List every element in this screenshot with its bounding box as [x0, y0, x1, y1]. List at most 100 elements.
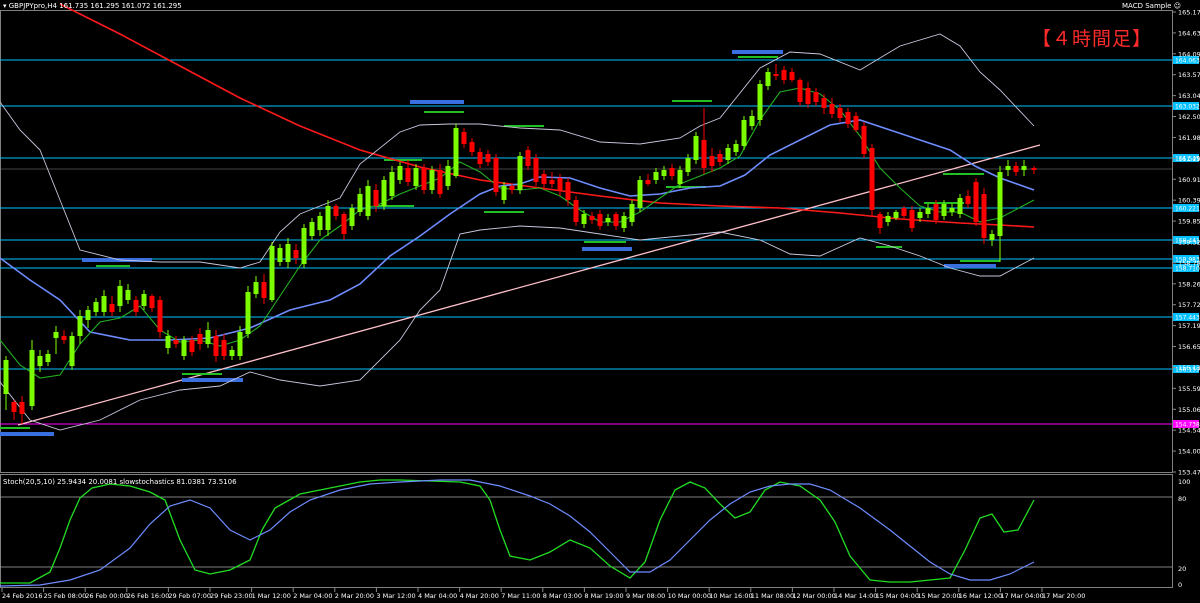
price-tick-label: 157.720	[1178, 301, 1200, 309]
symbol-header: ▾ GBPJPYpro,H4 161.735 161.295 161.072 1…	[3, 2, 182, 10]
level-tag-label: 158.983	[1175, 256, 1200, 263]
level-tag-label: 154.738	[1175, 421, 1200, 428]
level-tag	[1173, 313, 1199, 321]
candle-body	[19, 402, 25, 414]
ma-short-line	[0, 87, 1035, 379]
candle-body	[1031, 168, 1037, 170]
candle-body	[277, 248, 283, 262]
candle-body	[293, 250, 299, 258]
candle-body	[861, 126, 867, 154]
stoch-tick-label: 20	[1178, 565, 1186, 573]
price-tick-label: 163.570	[1178, 71, 1200, 79]
time-tick-label: 7 Mar 11:00	[501, 592, 540, 600]
candle-body	[573, 200, 579, 222]
candle-body	[821, 98, 827, 108]
candle-body	[301, 228, 307, 264]
level-tag	[1173, 154, 1199, 162]
candle-body	[421, 168, 427, 190]
stoch-signal-line	[0, 479, 1035, 587]
candle-body	[1005, 166, 1011, 170]
candle-body	[581, 214, 587, 224]
collapse-icon[interactable]: ▾	[3, 2, 9, 10]
candle-body	[117, 286, 123, 306]
candle-body	[597, 214, 603, 226]
candle-body	[93, 302, 99, 312]
candle-body	[709, 156, 715, 166]
candle-body	[445, 166, 451, 186]
time-tick-label: 26 Feb 16:00	[127, 592, 170, 600]
price-tick-label: 158.785	[1178, 259, 1200, 267]
candle-body	[669, 168, 675, 176]
candle-body	[349, 208, 355, 226]
candle-body	[189, 340, 195, 352]
candle-body	[749, 116, 755, 126]
time-tick-label: 11 Mar 08:00	[751, 592, 794, 600]
candle-body	[205, 330, 211, 344]
candle-body	[901, 208, 907, 216]
candle-body	[925, 208, 931, 214]
candle-body	[11, 402, 17, 412]
price-tick-label: 163.045	[1178, 92, 1200, 100]
candle-body	[3, 360, 9, 394]
candle-body	[685, 158, 691, 172]
candle-body	[933, 204, 939, 220]
candle-body	[501, 186, 507, 200]
smiley-icon: ☺	[1173, 2, 1182, 10]
zone-marks	[0, 50, 1000, 436]
price-tick-label: 161.295	[1178, 155, 1200, 163]
candle-body	[437, 170, 443, 194]
price-tick-label: 161.980	[1178, 134, 1200, 142]
candle-body	[477, 152, 483, 164]
time-tick-label: 16 Mar 12:00	[959, 592, 1002, 600]
time-tick-label: 17 Mar 20:00	[1042, 592, 1085, 600]
candle-body	[341, 214, 347, 234]
ma-mid-line	[0, 119, 1035, 341]
candle-body	[797, 80, 803, 102]
time-tick-label: 10 Mar 00:00	[668, 592, 711, 600]
candle-body	[893, 212, 899, 218]
time-tick-label: 9 Mar 08:00	[626, 592, 665, 600]
price-tick-label: 164.635	[1178, 29, 1200, 37]
price-tick-label: 159.325	[1178, 239, 1200, 247]
level-tag-label: 157.443	[1175, 314, 1200, 321]
candle-body	[533, 158, 539, 182]
candle-body	[141, 294, 147, 306]
candle-body	[373, 190, 379, 206]
candle-body	[357, 194, 363, 212]
candle-body	[525, 150, 531, 166]
bollinger-upper	[0, 33, 1035, 269]
level-tag-label: 158.710	[1175, 265, 1200, 272]
candle-body	[981, 194, 987, 238]
candle-body	[885, 216, 891, 222]
time-tick-label: 4 Mar 20:00	[460, 592, 499, 600]
time-tick-label: 25 Feb 08:00	[44, 592, 87, 600]
candle-body	[101, 296, 107, 312]
candle-body	[909, 210, 915, 228]
candle-body	[973, 182, 979, 222]
candle-body	[405, 168, 411, 182]
price-tick-label: 153.475	[1178, 469, 1200, 477]
candle-body	[309, 222, 315, 236]
candle-body	[213, 336, 219, 356]
candle-body	[365, 186, 371, 216]
stoch-frame	[0, 474, 1173, 588]
candle-body	[917, 212, 923, 218]
candle-body	[661, 170, 667, 176]
candle-body	[605, 218, 611, 222]
candle-body	[965, 196, 971, 204]
level-tag-label: 160.221	[1175, 205, 1200, 212]
candle-body	[229, 350, 235, 356]
candle-body	[701, 140, 707, 168]
candle-body	[621, 216, 627, 228]
candle-body	[173, 340, 179, 344]
page-title: 【４時間足】	[1032, 28, 1153, 50]
candle-body	[469, 142, 475, 152]
candle-body	[237, 332, 243, 356]
candle-body	[221, 340, 227, 356]
candle-body	[765, 72, 771, 86]
price-tick-label: 160.915	[1178, 176, 1200, 184]
indicator-name: MACD Sample	[1122, 2, 1172, 10]
time-tick-label: 8 Mar 03:00	[543, 592, 582, 600]
time-tick-label: 15 Mar 20:00	[917, 592, 960, 600]
